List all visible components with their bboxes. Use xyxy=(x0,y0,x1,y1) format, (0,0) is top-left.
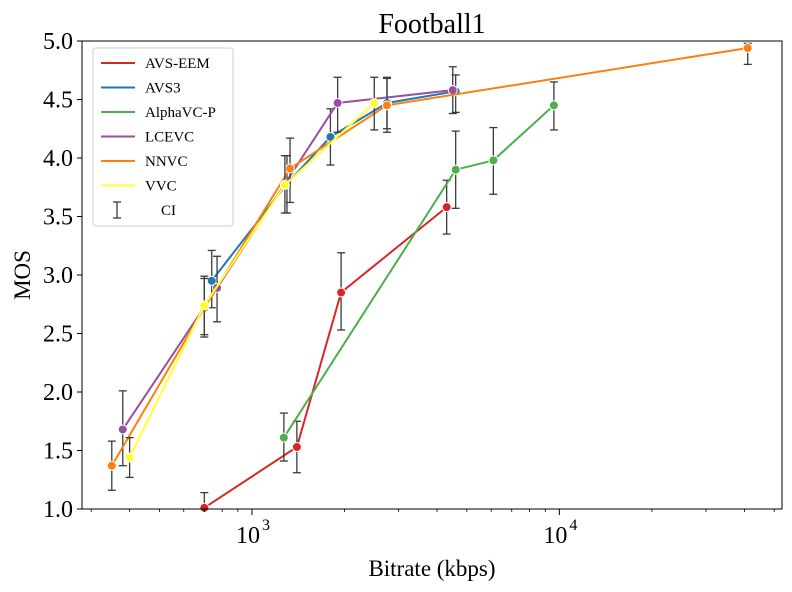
data-point xyxy=(441,202,452,213)
data-point xyxy=(291,441,302,452)
y-tick-label: 3.0 xyxy=(43,263,73,289)
series-line xyxy=(210,90,456,282)
y-tick-label: 4.5 xyxy=(43,88,73,114)
x-tick-label: 10 xyxy=(236,523,260,549)
legend-label: AlphaVC-P xyxy=(145,105,216,121)
series-nnvc xyxy=(106,42,753,491)
x-axis: 10 3 10 4 xyxy=(90,509,775,549)
data-point xyxy=(285,163,296,174)
series-line xyxy=(203,206,448,509)
y-tick-label: 4.0 xyxy=(43,146,73,172)
data-point xyxy=(199,502,210,513)
series-avs-eem xyxy=(199,179,452,513)
series-line xyxy=(128,102,375,458)
legend-label: AVS-EEM xyxy=(145,56,210,72)
legend-label: AVS3 xyxy=(145,81,181,97)
x-axis-label: Bitrate (kbps) xyxy=(368,556,495,581)
data-point xyxy=(199,300,210,311)
legend-label-ci: CI xyxy=(161,203,176,219)
y-tick-label: 3.5 xyxy=(43,205,73,231)
y-tick-label: 2.5 xyxy=(43,322,73,348)
y-tick-label: 5.0 xyxy=(43,29,73,55)
data-point xyxy=(124,452,135,463)
data-point xyxy=(369,98,380,109)
data-point xyxy=(106,460,117,471)
series-line xyxy=(283,104,555,439)
x-tick-label: 10 xyxy=(543,523,567,549)
x-tick-exponent: 3 xyxy=(262,517,270,534)
y-tick-label: 1.0 xyxy=(43,497,73,523)
legend-label: NNVC xyxy=(145,154,188,170)
series-vvc xyxy=(124,76,380,479)
legend-label: LCEVC xyxy=(145,130,194,146)
data-point xyxy=(117,424,128,435)
plot-area xyxy=(106,42,753,513)
chart-title: Football1 xyxy=(378,9,485,40)
y-axis: 1.0 1.5 2.0 2.5 3.0 3.5 4.0 4.5 5.0 xyxy=(43,29,82,523)
y-tick-label: 1.5 xyxy=(43,439,73,465)
legend-label: VVC xyxy=(145,179,177,195)
x-tick-exponent: 4 xyxy=(569,517,577,534)
legend-box xyxy=(92,47,234,227)
data-point xyxy=(742,43,753,54)
data-point xyxy=(332,98,343,109)
data-point xyxy=(278,432,289,443)
data-point xyxy=(548,100,559,111)
data-point xyxy=(382,100,393,111)
data-point xyxy=(488,155,499,166)
y-tick-label: 2.0 xyxy=(43,380,73,406)
data-point xyxy=(447,85,458,96)
data-point xyxy=(279,179,290,190)
y-axis-label: MOS xyxy=(10,250,35,300)
data-point xyxy=(450,164,461,175)
data-point xyxy=(206,275,217,286)
series-alphavc-p xyxy=(278,81,559,462)
data-point xyxy=(336,287,347,298)
legend: AVS-EEM AVS3 AlphaVC-P LCEVC NNVC VVC CI xyxy=(92,47,234,227)
